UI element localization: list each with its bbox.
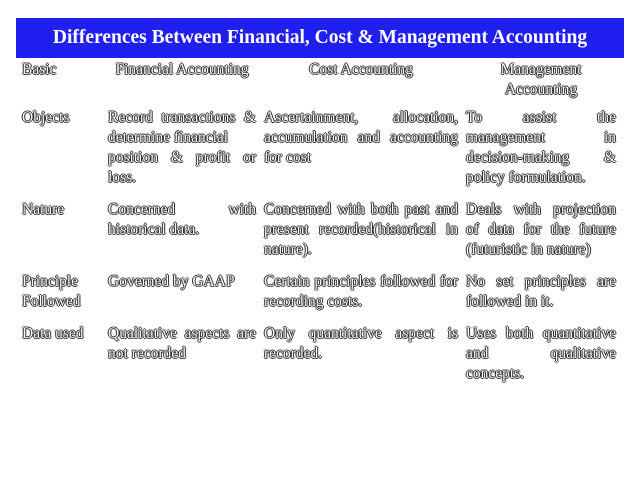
table-cell: Uses both quantitative and qualitative c… <box>466 325 616 382</box>
column-header: Financial Accounting <box>115 61 249 78</box>
row-header: Data used <box>22 325 84 342</box>
row-header: Nature <box>22 201 65 218</box>
table-cell: Certain principles followed for recordin… <box>264 273 458 310</box>
table-cell: To assist the management in decision-mak… <box>466 109 616 186</box>
table-row: Principle Followed Governed by GAAP Certai… <box>18 272 620 324</box>
column-header: Cost Accounting <box>309 61 413 78</box>
table-cell: Ascertainment, allocation, accumulation … <box>264 109 458 166</box>
cell-paragraph: position & profit or loss. <box>108 149 256 186</box>
cell-paragraph: Record transactions & determine financia… <box>108 109 256 146</box>
header-row: Basic Financial Accounting Cost Accounting… <box>18 60 620 108</box>
table-row: Data used Qualitative aspects are not rec… <box>18 324 620 396</box>
table-cell: Qualitative aspects are not recorded <box>108 325 256 362</box>
table-row: Nature Concerned with historical data. Con… <box>18 200 620 272</box>
comparison-table: Basic Financial Accounting Cost Accounting… <box>18 60 620 396</box>
title-bar: Differences Between Financial, Cost & Ma… <box>16 18 624 58</box>
table-cell: No set principles are followed in it. <box>466 273 616 310</box>
table-cell: Deals with projection of data for the fu… <box>466 201 616 258</box>
row-header: Objects <box>22 109 70 126</box>
table-cell: Concerned with both past and present rec… <box>264 201 458 258</box>
column-header: Basic <box>22 61 57 78</box>
table-cell: Record transactions & determine financia… <box>104 108 260 200</box>
table-body: Objects Record transactions & determine f… <box>18 108 620 396</box>
table-row: Objects Record transactions & determine f… <box>18 108 620 200</box>
column-header: Management Accounting <box>500 61 582 98</box>
table-cell: Concerned with historical data. <box>108 201 256 238</box>
table-cell: Governed by GAAP <box>108 273 235 290</box>
table-cell: Only quantitative aspect is recorded. <box>264 325 458 362</box>
row-header: Principle Followed <box>22 273 81 310</box>
